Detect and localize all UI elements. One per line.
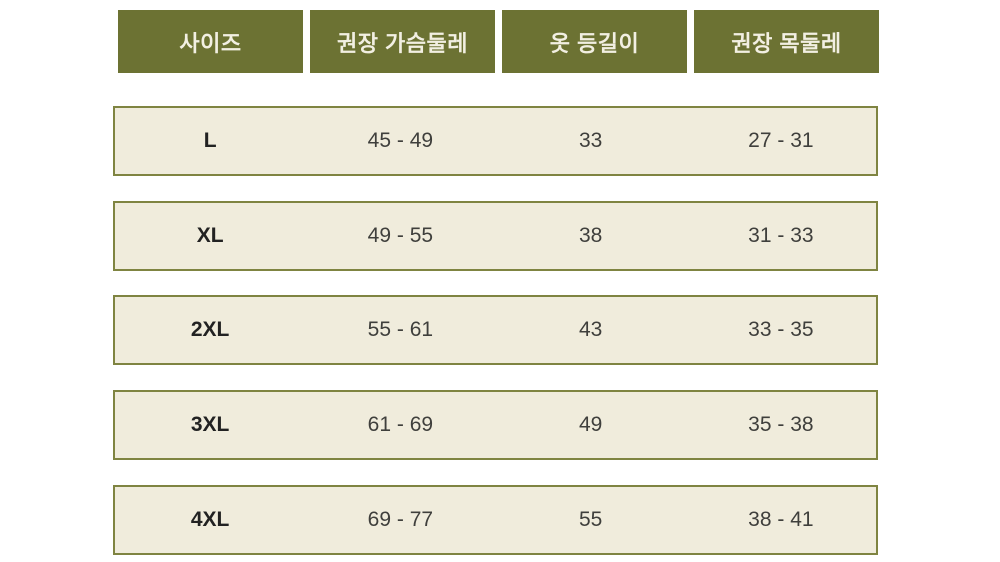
cell-length: 49 — [578, 413, 603, 436]
cell-chest: 49 - 55 — [367, 224, 434, 247]
header-cell-size: 사이즈 — [118, 10, 303, 73]
cell-chest: 61 - 69 — [367, 413, 434, 436]
cell-size: 4XL — [190, 508, 230, 531]
table-row: L 45 - 49 33 27 - 31 — [113, 106, 878, 176]
table-row: XL 49 - 55 38 31 - 33 — [113, 201, 878, 271]
cell-size: 3XL — [190, 413, 230, 436]
cell-size: XL — [196, 224, 224, 247]
header-cell-chest: 권장 가슴둘레 — [310, 10, 495, 73]
cell-chest: 69 - 77 — [367, 508, 434, 531]
cell-size: 2XL — [190, 318, 230, 341]
table-row: 4XL 69 - 77 55 38 - 41 — [113, 485, 878, 555]
cell-neck: 33 - 35 — [748, 318, 814, 341]
table-header-row: 사이즈 권장 가슴둘레 옷 등길이 권장 목둘레 — [118, 10, 879, 73]
cell-length: 38 — [578, 224, 603, 247]
cell-neck: 38 - 41 — [748, 508, 814, 531]
cell-chest: 45 - 49 — [367, 129, 434, 152]
cell-neck: 31 - 33 — [748, 224, 814, 247]
cell-length: 43 — [578, 318, 603, 341]
cell-length: 55 — [578, 508, 603, 531]
header-cell-neck: 권장 목둘레 — [694, 10, 879, 73]
cell-size: L — [203, 129, 217, 152]
cell-length: 33 — [578, 129, 603, 152]
header-cell-length: 옷 등길이 — [502, 10, 687, 73]
table-row: 2XL 55 - 61 43 33 - 35 — [113, 295, 878, 365]
cell-neck: 35 - 38 — [748, 413, 814, 436]
table-row: 3XL 61 - 69 49 35 - 38 — [113, 390, 878, 460]
cell-neck: 27 - 31 — [748, 129, 814, 152]
cell-chest: 55 - 61 — [367, 318, 434, 341]
